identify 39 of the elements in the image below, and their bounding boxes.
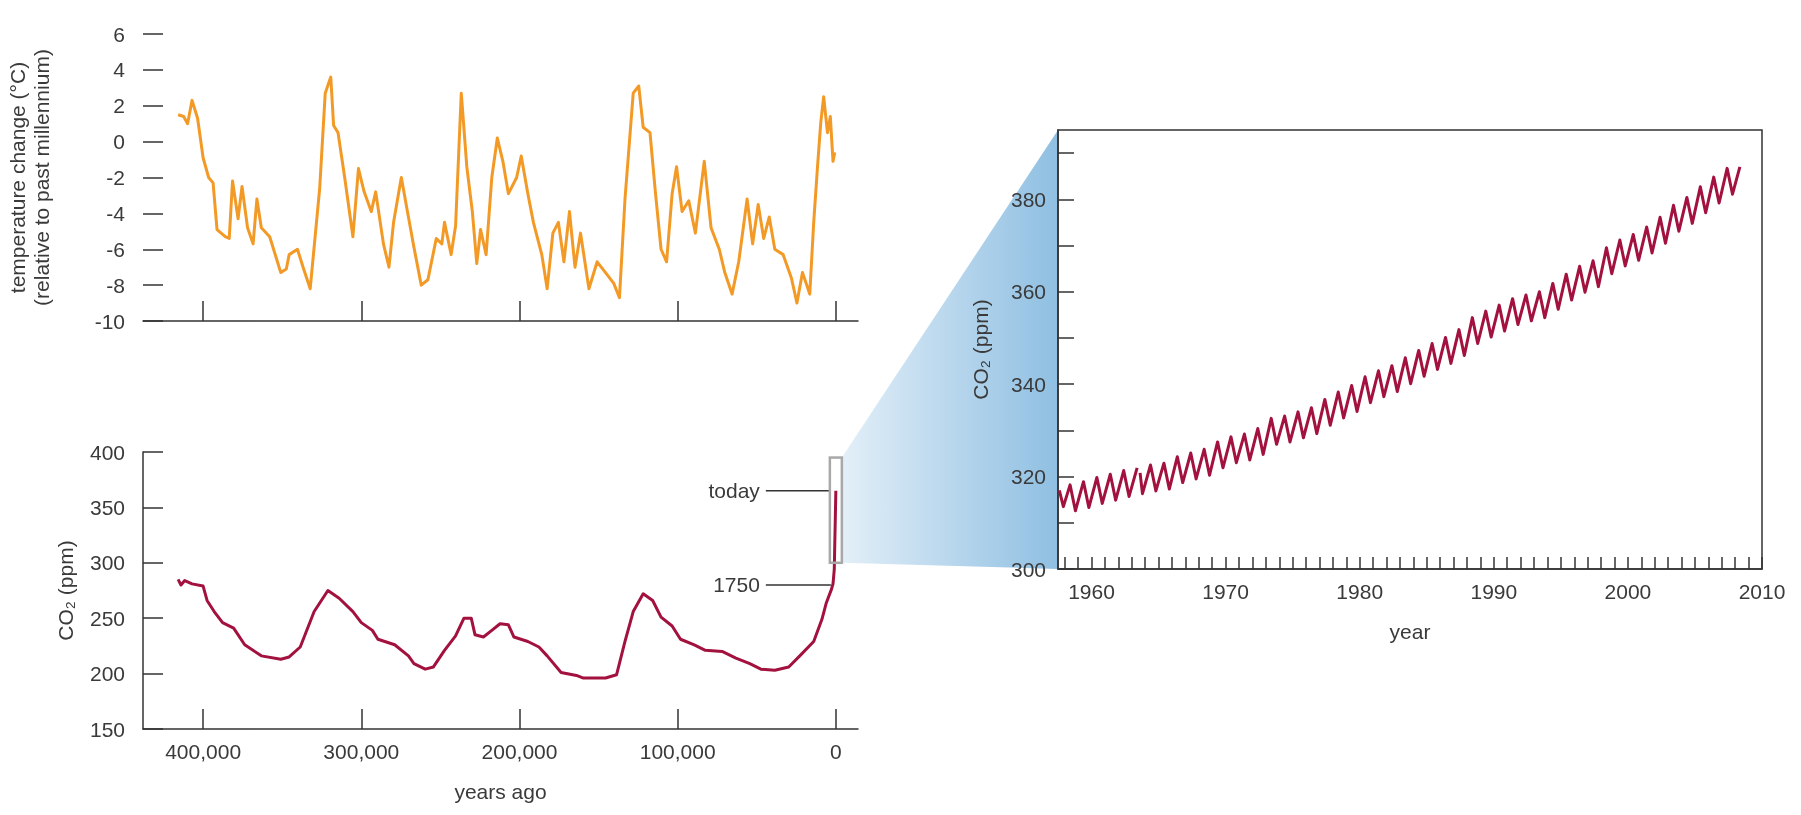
x-tick-label: 1980 — [1336, 580, 1384, 603]
y-tick-label: 300 — [89, 551, 125, 575]
y-tick-label: -4 — [106, 201, 126, 225]
y-tick-label: -2 — [106, 166, 125, 189]
y-tick-label: 150 — [89, 717, 125, 741]
x-tick-label: 2010 — [1738, 580, 1786, 603]
x-tick-label: 2000 — [1604, 580, 1652, 603]
y-tick-label: 6 — [113, 22, 125, 46]
y-tick-label: 0 — [113, 130, 125, 154]
y-tick-label: 350 — [89, 495, 125, 519]
x-tick-label: 200,000 — [481, 740, 558, 763]
annotation: 1750 — [713, 573, 760, 597]
y-axis-title: CO₂ (ppm) — [53, 540, 77, 641]
y-tick-label: 400 — [89, 440, 125, 464]
y-tick-label: 380 — [1010, 187, 1046, 211]
y-tick-label: 250 — [89, 606, 125, 630]
y-axis-title: temperature change (°C) (relative to past millennium) — [5, 49, 53, 306]
y-tick-label: -10 — [94, 309, 125, 333]
y-tick-label: -6 — [106, 237, 125, 261]
y-tick-label: 2 — [113, 94, 125, 118]
y-axis-title: CO₂ (ppm) — [968, 299, 992, 400]
y-tick-label: 360 — [1010, 280, 1046, 304]
annotation: today — [708, 479, 761, 503]
x-axis-title: years ago — [454, 780, 547, 803]
y-tick-label: 300 — [1010, 557, 1046, 581]
x-tick-label: 0 — [830, 740, 842, 763]
line-series — [176, 75, 837, 305]
x-tick-label: 400,000 — [165, 740, 242, 763]
y-tick-label: -8 — [106, 273, 125, 297]
y-tick-label: 4 — [113, 58, 126, 82]
y-tick-label: 340 — [1010, 372, 1046, 396]
x-tick-label: 1970 — [1202, 580, 1249, 603]
y-tick-label: 200 — [89, 662, 125, 686]
y-tick-label: 320 — [1010, 465, 1046, 489]
x-tick-label: 100,000 — [639, 740, 716, 763]
x-tick-label: 1990 — [1470, 580, 1518, 603]
x-tick-label: 1960 — [1068, 580, 1115, 603]
x-tick-label: 300,000 — [323, 740, 400, 763]
x-axis-title: year — [1389, 620, 1431, 643]
